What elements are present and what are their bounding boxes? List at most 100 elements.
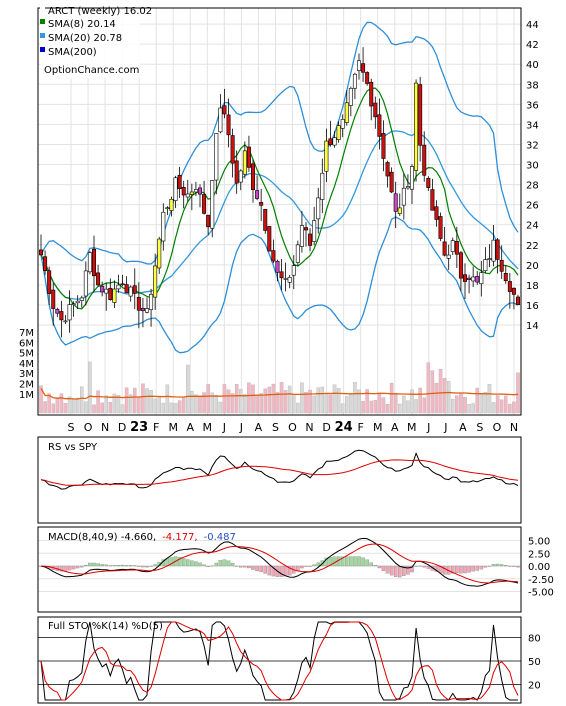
- macd-histogram-bar: [418, 565, 422, 567]
- candle-body: [487, 258, 492, 260]
- volume-bar: [349, 394, 353, 414]
- volume-bar: [377, 392, 382, 414]
- volume-bar: [43, 401, 47, 414]
- candle-body: [275, 260, 280, 273]
- candle-body: [136, 297, 141, 311]
- macd-histogram-bar: [128, 565, 133, 567]
- bollinger-lower-line: [40, 216, 519, 354]
- volume-bar: [292, 394, 296, 414]
- macd-title: MACD(8,40,9) -4.660, -4.177, -0.487: [48, 532, 236, 543]
- candle-body: [475, 276, 480, 283]
- macd-histogram-bar: [202, 564, 206, 567]
- volume-bar: [247, 382, 251, 414]
- month-label: S: [272, 421, 279, 434]
- volume-bar: [499, 399, 504, 414]
- price-tick-label: 44: [526, 20, 539, 31]
- candle-body: [149, 293, 154, 310]
- candle-body: [389, 171, 394, 193]
- candle-body: [377, 114, 382, 137]
- macd-histogram-bar: [377, 565, 382, 569]
- macd-histogram-bar: [71, 565, 76, 570]
- macd-histogram-bar: [479, 565, 484, 570]
- volume-bar: [467, 403, 471, 414]
- volume-bar: [389, 382, 394, 414]
- volume-bar: [96, 390, 100, 414]
- candle-body: [458, 252, 463, 279]
- macd-lines: [40, 537, 519, 587]
- candle-body: [418, 84, 423, 146]
- candle-body: [332, 137, 337, 146]
- volume-bar: [361, 401, 365, 414]
- stochastic-tick-label: 20: [528, 680, 541, 691]
- macd-histogram-bar: [283, 565, 288, 577]
- volume-bar: [88, 361, 92, 414]
- volume-bar: [218, 401, 223, 414]
- volume-bar: [271, 383, 276, 414]
- volume-tick-label: 3M: [19, 369, 34, 380]
- volume-bar: [512, 401, 516, 414]
- macd-histogram-bar: [316, 562, 320, 567]
- macd-histogram-bar: [92, 562, 96, 567]
- macd-histogram-bar: [296, 565, 300, 571]
- volume-bar: [434, 382, 439, 414]
- candle-body: [434, 206, 439, 220]
- volume-bar: [226, 389, 231, 414]
- macd-histogram-bar: [124, 565, 129, 567]
- candle-body: [340, 119, 345, 129]
- month-label: O: [84, 421, 93, 434]
- macd-histogram-bar: [59, 565, 64, 572]
- macd-histogram-bar: [410, 565, 414, 573]
- volume-bar: [202, 392, 206, 414]
- candle-body: [467, 277, 472, 281]
- volume-bar: [483, 392, 488, 414]
- candle-body: [169, 198, 174, 211]
- volume-bar: [369, 400, 373, 414]
- macd-tick-label: -2.50: [528, 575, 554, 586]
- candle-body: [259, 202, 264, 206]
- rs-lines: [40, 449, 519, 490]
- volume-bar: [169, 402, 174, 414]
- volume-bar: [336, 388, 341, 414]
- month-label: S: [68, 421, 75, 434]
- candle-body: [373, 102, 378, 118]
- candle-body: [108, 287, 113, 301]
- macd-histogram-bar: [108, 565, 113, 567]
- volume-bar: [508, 403, 512, 414]
- candle-body: [352, 73, 357, 89]
- candle-body: [67, 304, 72, 321]
- volume-bar: [406, 400, 410, 414]
- macd-histogram-bar: [206, 565, 210, 567]
- macd-histogram-bar: [116, 565, 121, 567]
- macd-histogram-bar: [373, 565, 378, 567]
- price-tick-label: 34: [526, 120, 539, 131]
- volume-bar: [504, 395, 508, 414]
- volume-bar: [353, 382, 357, 414]
- price-tick-label: 18: [526, 281, 539, 292]
- candle-body: [438, 216, 443, 239]
- candle-body: [336, 125, 341, 140]
- price-tick-label: 26: [526, 201, 539, 212]
- candle-body: [96, 272, 101, 286]
- macd-histogram-bar: [508, 565, 512, 567]
- macd-histogram-bar: [300, 565, 304, 569]
- candle-body: [462, 274, 467, 282]
- volume-bar: [495, 395, 500, 414]
- volume-bar: [430, 370, 435, 414]
- macd-histogram-bar: [149, 565, 153, 567]
- candle-body: [79, 297, 84, 301]
- candle-body: [361, 63, 366, 73]
- month-label: A: [187, 421, 195, 434]
- month-label: O: [288, 421, 297, 434]
- volume-bar: [63, 403, 68, 414]
- volume-bar: [133, 387, 137, 414]
- volume-tick-label: 2M: [19, 380, 34, 391]
- price-axis-ticks: 14 16 18 20 22 24 26 28 30 32 34 36 38 40 42 44: [526, 20, 539, 332]
- macd-histogram-bar: [414, 565, 418, 567]
- candle-body: [132, 285, 137, 294]
- macd-histogram-bar: [365, 559, 369, 567]
- candle-body: [75, 300, 80, 304]
- legend-sma200: SMA(200): [48, 47, 97, 58]
- candle-body: [210, 180, 215, 229]
- macd-histogram-bar: [190, 560, 194, 567]
- watermark: OptionChance.com: [44, 65, 139, 76]
